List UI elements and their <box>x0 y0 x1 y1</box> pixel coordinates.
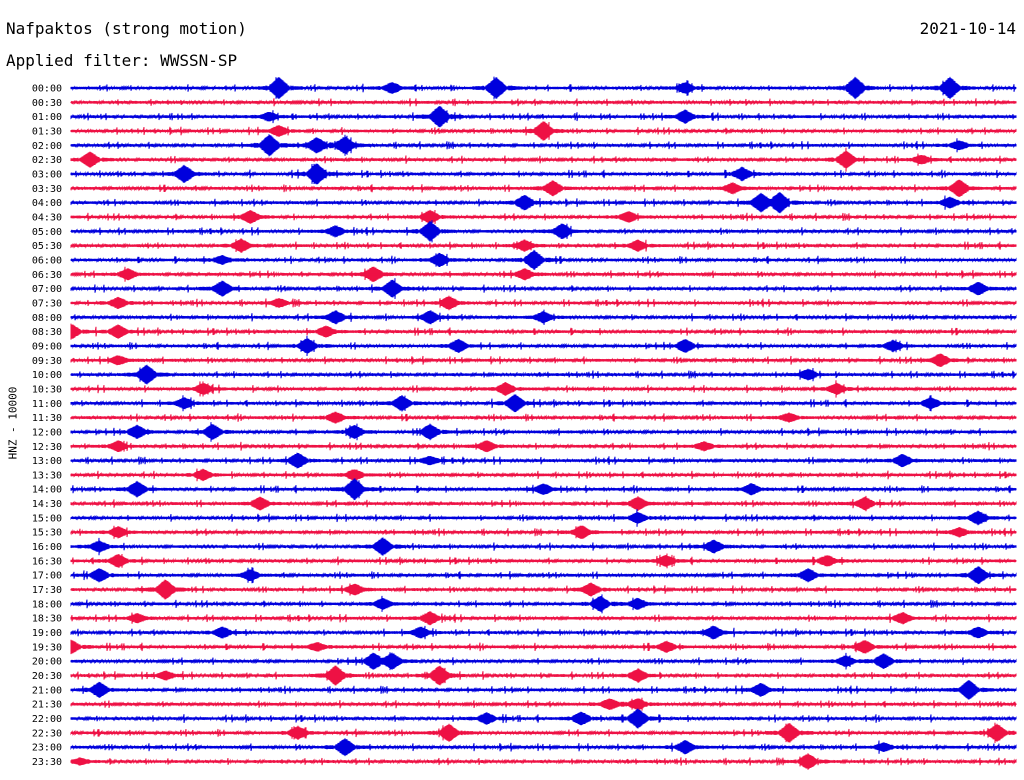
row-time-label: 10:30 <box>32 384 62 395</box>
row-time-label: 13:00 <box>32 456 62 467</box>
row-time-label: 10:00 <box>32 370 62 381</box>
row-time-label: 02:30 <box>32 155 62 166</box>
row-time-label: 16:30 <box>32 556 62 567</box>
row-time-label: 02:00 <box>32 141 62 152</box>
row-time-label: 01:00 <box>32 112 62 123</box>
row-time-label: 19:00 <box>32 628 62 639</box>
row-time-label: 08:30 <box>32 327 62 338</box>
row-time-label: 06:00 <box>32 255 62 266</box>
row-time-label: 18:30 <box>32 614 62 625</box>
row-time-label: 04:30 <box>32 212 62 223</box>
row-time-label: 08:00 <box>32 313 62 324</box>
row-time-label: 01:30 <box>32 126 62 137</box>
row-time-label: 23:30 <box>32 757 62 768</box>
date-label: 2021-10-14 <box>919 19 1016 38</box>
row-time-label: 22:00 <box>32 714 62 725</box>
row-time-label: 12:30 <box>32 442 62 453</box>
row-time-label: 20:00 <box>32 657 62 668</box>
filter-label: Applied filter: WWSSN-SP <box>6 51 238 70</box>
row-time-label: 17:30 <box>32 585 62 596</box>
row-time-label: 12:00 <box>32 427 62 438</box>
row-time-label: 18:00 <box>32 599 62 610</box>
row-time-label: 17:00 <box>32 571 62 582</box>
row-time-label: 00:30 <box>32 98 62 109</box>
row-time-label: 11:30 <box>32 413 62 424</box>
row-time-label: 07:00 <box>32 284 62 295</box>
row-time-label: 05:00 <box>32 227 62 238</box>
row-time-label: 16:00 <box>32 542 62 553</box>
row-time-label: 09:00 <box>32 341 62 352</box>
row-time-label: 21:00 <box>32 685 62 696</box>
row-time-label: 03:00 <box>32 169 62 180</box>
row-time-label: 04:00 <box>32 198 62 209</box>
row-time-label: 14:30 <box>32 499 62 510</box>
row-time-label: 15:30 <box>32 528 62 539</box>
row-time-label: 22:30 <box>32 728 62 739</box>
row-time-label: 06:30 <box>32 270 62 281</box>
row-time-label: 13:30 <box>32 470 62 481</box>
row-time-label: 23:00 <box>32 743 62 754</box>
row-time-label: 19:30 <box>32 642 62 653</box>
row-time-label: 05:30 <box>32 241 62 252</box>
row-time-label: 21:30 <box>32 700 62 711</box>
row-time-label: 07:30 <box>32 298 62 309</box>
row-time-label: 09:30 <box>32 356 62 367</box>
row-time-label: 11:00 <box>32 399 62 410</box>
row-time-label: 03:30 <box>32 184 62 195</box>
row-time-label: 20:30 <box>32 671 62 682</box>
row-time-label: 00:00 <box>32 84 62 95</box>
station-title: Nafpaktos (strong motion) <box>6 19 247 38</box>
row-time-label: 14:00 <box>32 485 62 496</box>
row-time-label: 15:00 <box>32 513 62 524</box>
